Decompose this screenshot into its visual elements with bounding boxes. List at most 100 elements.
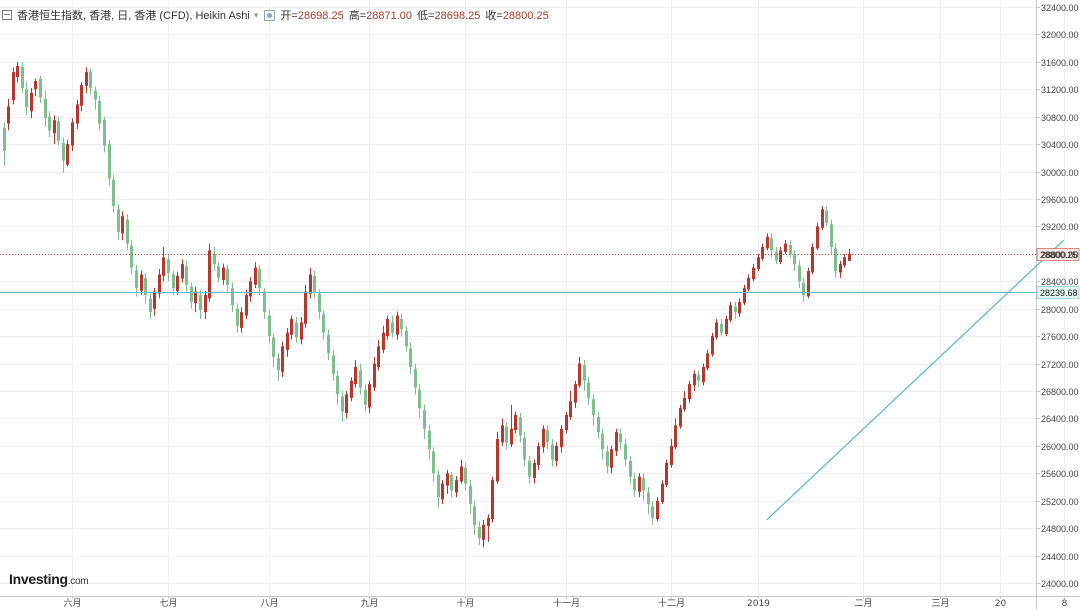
chevron-down-icon[interactable]: ▾ [253,9,259,20]
candle [103,116,106,153]
candle-body [16,65,19,77]
x-tick-label: 八月 [260,598,278,609]
candle-body [702,367,705,383]
candle [236,303,239,333]
candle-body [725,319,728,335]
candle [528,456,531,484]
candle [715,319,718,340]
candle-body [811,247,814,273]
candle-body [103,120,106,146]
candle [176,271,179,295]
candle-body [587,382,590,398]
candle-body [400,319,403,330]
candle-body [597,417,600,433]
candle [702,363,705,386]
candle-body [336,375,339,395]
y-tick-label: 25200.00 [1041,497,1079,507]
candle-body [117,209,120,232]
settings-icon[interactable] [264,9,276,21]
candle-body [53,120,56,134]
candle-body [478,526,481,539]
y-axis-labels: 32400.00 32000.00 31600.00 31200.00 30800.00… [1041,3,1079,589]
candle [245,289,248,319]
candle-body [784,243,787,252]
y-tick-label: 24000.00 [1041,579,1079,589]
candle-body [779,250,782,263]
candle-body [258,268,261,289]
y-tick-label: 27200.00 [1041,360,1079,370]
candle [71,118,74,151]
candle-body [322,314,325,333]
candle [665,459,668,487]
candle [149,291,152,319]
candle [263,288,266,319]
candle-body [665,463,668,485]
candle-body [167,259,170,274]
candle [300,316,303,345]
chart-header: 香港恒生指数, 香港, 日, 香港 (CFD), Heikin Ashi ▾ 开… [2,7,554,23]
candle-body [300,322,303,340]
candle [89,68,92,95]
y-tick-label: 32000.00 [1041,30,1079,40]
candle [487,514,490,542]
candle [240,307,243,333]
collapse-icon[interactable] [2,10,12,20]
logo-text: Investing [9,571,68,587]
candle-body [647,492,650,505]
candle [30,87,33,119]
y-tick-label: 30400.00 [1041,140,1079,150]
horizontal-line-tag [1036,286,1080,299]
candle [158,268,161,299]
candle [254,262,257,289]
candle-body [565,415,568,431]
candle-body [359,370,362,388]
candle [396,311,399,340]
candle [53,115,56,145]
candle [272,333,275,367]
candle [57,116,60,146]
candle-body [674,425,677,448]
candle-body [130,245,133,268]
candle-body [450,474,453,491]
candle-body [437,474,440,498]
candle-body [688,384,691,400]
candle [624,439,627,467]
candle-body [62,142,65,161]
candle [249,277,252,302]
candle [112,175,115,213]
candle-body [181,264,184,279]
candle-body [341,396,344,412]
x-tick-label: 三月 [931,598,949,609]
candle-body [277,358,280,371]
candle-body [12,72,15,101]
candle [743,284,746,306]
candle-body [661,483,664,503]
candle [258,264,261,295]
symbol-title: 香港恒生指数, 香港, 日, 香港 (CFD), Heikin Ashi [17,10,250,22]
candle-body [313,275,316,292]
candle-body [432,451,435,474]
candle-body [519,417,522,436]
candle-body [514,415,517,431]
candle-body [368,384,371,408]
candle [162,247,165,282]
candle-body [491,480,494,520]
candle [569,391,572,420]
candle [834,243,837,278]
last-price-label: 28800.25 [1040,250,1078,260]
candle-body [208,250,211,299]
trend-line[interactable] [766,239,1065,521]
candle [597,411,600,439]
candle [496,432,499,484]
candle [172,270,175,295]
candle-body [848,253,851,261]
candle-body [560,428,563,448]
candle [825,205,828,227]
candle-body [94,90,97,100]
candle [711,332,714,357]
candle-body [775,251,778,261]
candle [359,363,362,395]
candle [350,377,353,402]
